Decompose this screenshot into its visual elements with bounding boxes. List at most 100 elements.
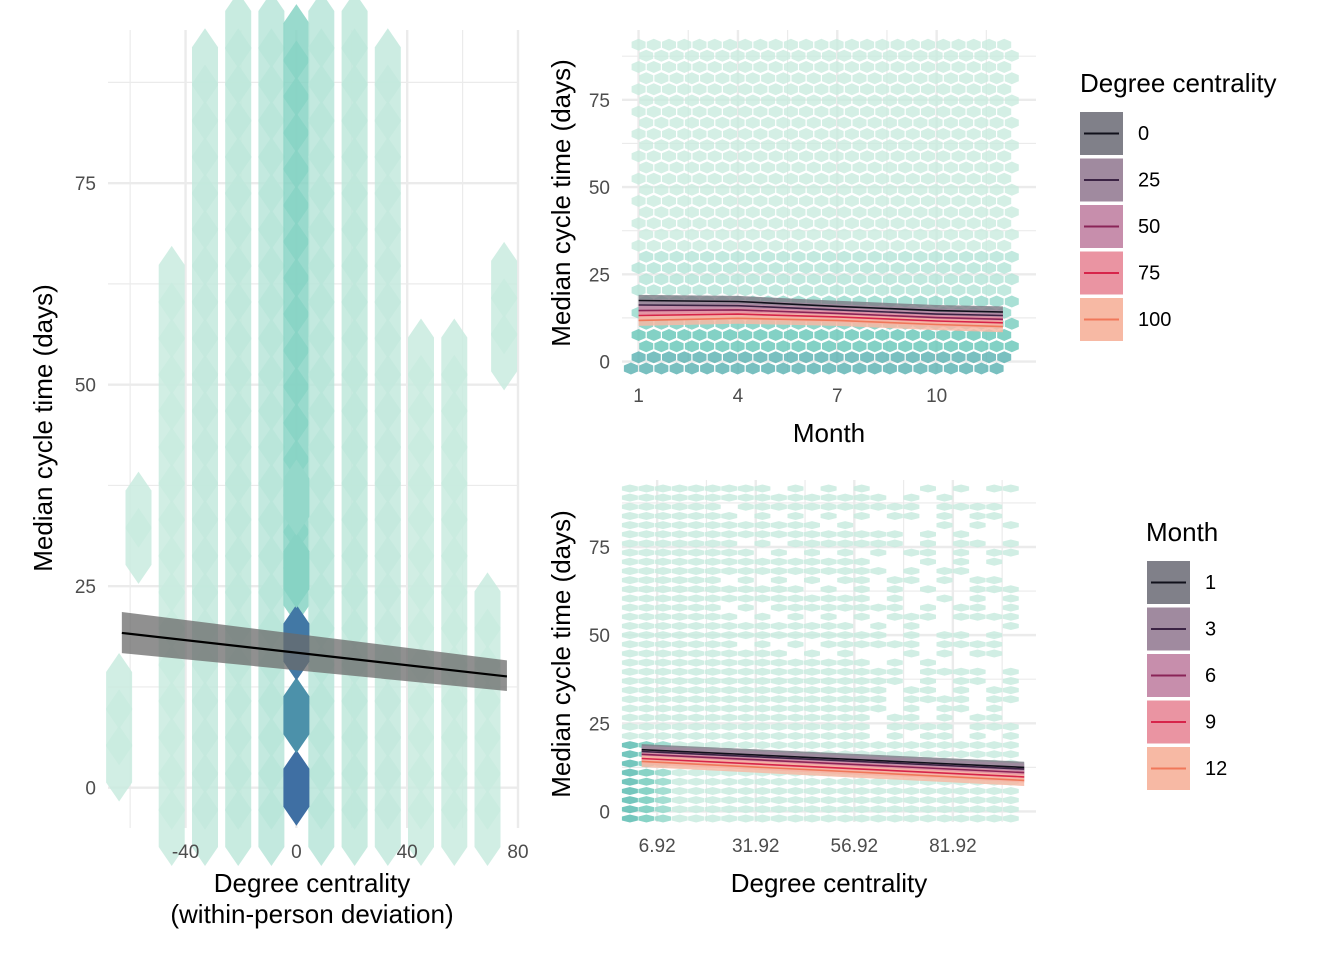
panel-top-right-hexbin <box>753 150 768 163</box>
panel-bottom-right-hexbin <box>621 649 638 658</box>
panel-bottom-right-hexbin <box>837 557 854 566</box>
panel-bottom-right-hexbin <box>969 741 986 750</box>
panel-top-right-hexbin <box>898 362 913 375</box>
panel-top-right-hexbin <box>882 340 897 353</box>
panel-top-right-hexbin <box>715 139 730 152</box>
panel-bottom-right-hexbin <box>754 631 771 640</box>
panel-top-right-hexbin <box>959 273 974 286</box>
panel-top-right-hexbin <box>829 105 844 118</box>
panel-bottom-right-hexbin <box>721 704 738 713</box>
panel-bottom-right-y-tick-label: 75 <box>589 538 610 559</box>
panel-bottom-right-hexbin <box>688 722 705 731</box>
panel-top-right-hexbin <box>662 195 676 207</box>
panel-top-right-hexbin <box>723 128 737 140</box>
panel-top-right-hexbin <box>936 38 951 51</box>
panel-top-right-hexbin <box>715 161 730 174</box>
panel-bottom-right-hexbin <box>986 612 1003 621</box>
panel-top-right-hexbin <box>837 273 852 286</box>
panel-bottom-right-hexbin <box>638 768 655 777</box>
panel-top-right-hexbin <box>867 72 882 85</box>
panel-bottom-right-hexbin <box>820 814 837 823</box>
panel-top-right-hexbin <box>867 340 882 353</box>
panel-top-right-hexbin <box>646 38 661 51</box>
panel-bottom-right-hexbin <box>787 732 804 740</box>
panel-bottom-right-hexbin <box>1002 594 1019 603</box>
panel-top-right-hexbin <box>806 139 821 152</box>
panel-top-right-hexbin <box>692 284 707 297</box>
panel-bottom-right-hexbin <box>688 649 705 658</box>
panel-top-right-hexbin <box>646 150 661 163</box>
panel-bottom-right-hexbin <box>704 631 721 640</box>
panel-top-right-hexbin <box>692 172 707 185</box>
panel-bottom-right-hexbin <box>721 677 738 685</box>
panel-bottom-right-y-tick-label: 50 <box>589 626 610 647</box>
panel-bottom-right-hexbin <box>754 796 771 805</box>
panel-bottom-right-hexbin <box>920 557 936 566</box>
panel-top-right-hexbin <box>631 195 646 207</box>
panel-bottom-right-hexbin <box>754 622 771 630</box>
panel-bottom-right-hexbin <box>671 777 688 786</box>
panel-bottom-right-hexbin <box>870 704 887 713</box>
panel-top-right-hexbin <box>852 228 867 241</box>
panel-bottom-right-hexbin <box>820 530 837 539</box>
panel-bottom-right-hexbin <box>688 677 705 685</box>
panel-bottom-right-hexbin <box>820 484 837 493</box>
panel-bottom-right-hexbin <box>903 493 920 502</box>
panel-bottom-right-hexbin <box>837 805 854 814</box>
panel-top-right-hexbin <box>822 183 836 196</box>
panel-top-right-hexbin <box>753 38 768 51</box>
panel-top-right-x-title: Month <box>793 418 865 448</box>
panel-bottom-right-hexbin <box>621 787 638 795</box>
panel-bottom-right-hexbin <box>671 713 688 722</box>
panel-top-right-hexbin <box>989 116 1004 129</box>
panel-bottom-right-hexbin <box>886 713 903 722</box>
panel-top-right-hexbin <box>966 262 981 274</box>
panel-top-right-hexbin <box>890 83 905 96</box>
panel-top-right-hexbin <box>646 83 661 96</box>
panel-bottom-right-hexbin <box>754 493 771 502</box>
panel-top-right-hexbin <box>669 139 684 152</box>
panel-bottom-right-hexbin <box>721 631 738 640</box>
panel-bottom-right-hexbin <box>903 502 920 511</box>
panel-bottom-right-hexbin <box>721 539 738 548</box>
panel-bottom-right-hexbin <box>886 805 903 814</box>
panel-top-right-hexbin <box>844 38 859 51</box>
panel-bottom-right-hexbin <box>787 686 804 695</box>
panel-bottom-right-hexbin <box>837 787 854 795</box>
panel-bottom-right-hexbin <box>655 557 671 566</box>
panel-top-right-hexbin <box>669 228 684 241</box>
panel-top-right-hexbin <box>890 150 905 163</box>
panel-bottom-right-hexbin <box>638 713 655 722</box>
panel-top-right-hexbin <box>898 206 913 219</box>
panel-top-right-hexbin <box>684 340 699 353</box>
panel-bottom-right-hexbin <box>804 649 820 658</box>
panel-left-hexbin <box>125 471 152 548</box>
panel-top-right-hexbin <box>700 116 715 129</box>
panel-top-right-hexbin <box>974 94 989 107</box>
panel-bottom-right-hexbin <box>936 805 953 814</box>
panel-bottom-right-hexbin <box>655 493 671 502</box>
panel-top-right-hexbin <box>898 49 913 62</box>
panel-bottom-right-hexbin <box>853 502 870 511</box>
panel-top-right-hexbin <box>692 329 707 341</box>
panel-bottom-right-hexbin <box>688 521 705 530</box>
panel-bottom-right-hexbin <box>986 741 1003 750</box>
panel-top-right-hexbin <box>662 329 676 341</box>
panel-bottom-right-hexbin <box>671 493 688 502</box>
panel-top-right-hexbin <box>882 183 897 196</box>
panel-bottom-right-hexbin <box>953 796 970 805</box>
panel-top-right-hexbin <box>730 116 745 129</box>
panel-top-right-hexbin <box>639 340 654 353</box>
panel-top-right-hexbin <box>905 262 920 274</box>
panel-top-right-hexbin <box>814 105 829 118</box>
panel-bottom-right-hexbin <box>853 484 870 493</box>
panel-bottom-right-hexbin <box>936 631 953 640</box>
panel-top-right-hexbin <box>837 94 852 107</box>
panel-top-right-hexbin <box>982 284 996 297</box>
panel-bottom-right-hexbin <box>671 722 688 731</box>
panel-bottom-right-hexbin <box>737 722 754 731</box>
panel-bottom-right-hexbin <box>638 530 655 539</box>
panel-bottom-right-hexbin <box>754 484 771 493</box>
panel-top-right-hexbin <box>730 183 745 196</box>
panel-bottom-right-hexbin <box>655 567 671 575</box>
